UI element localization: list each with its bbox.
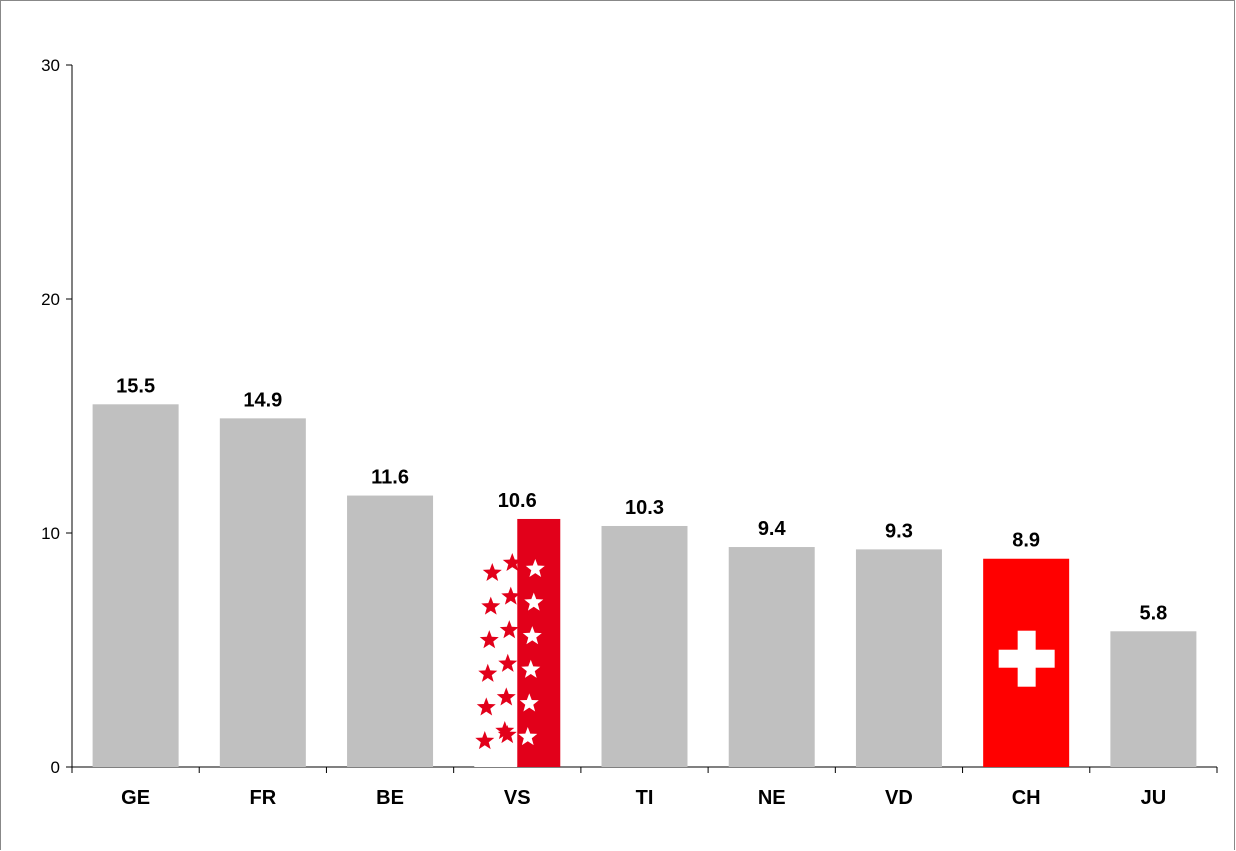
star-icon bbox=[478, 663, 498, 682]
data-label-ti: 10.3 bbox=[625, 497, 664, 519]
data-label-ne: 9.4 bbox=[758, 518, 787, 540]
data-labels: 15.5 14.9 11.6 10.6 10.3 9.4 9.3 8.9 5.8 bbox=[116, 375, 1167, 624]
bar-ne bbox=[728, 547, 815, 767]
bar-rect bbox=[601, 525, 688, 767]
category-label-ge: GE bbox=[121, 787, 150, 809]
star-icon bbox=[518, 727, 538, 746]
data-label-vd: 9.3 bbox=[885, 520, 913, 542]
bar-rect bbox=[855, 549, 942, 767]
category-label-be: BE bbox=[376, 787, 404, 809]
star-icon bbox=[522, 626, 542, 645]
bar-vd bbox=[855, 549, 942, 767]
star-icon bbox=[498, 653, 518, 672]
bar-rect bbox=[92, 404, 179, 767]
category-label-ch: CH bbox=[1012, 787, 1041, 809]
star-icon bbox=[476, 697, 496, 716]
data-label-ju: 5.8 bbox=[1139, 602, 1167, 624]
swiss-cross-icon bbox=[998, 630, 1055, 687]
star-icon bbox=[475, 731, 495, 750]
bar-ti bbox=[601, 525, 688, 767]
y-tick-label: 30 bbox=[41, 56, 60, 75]
star-icon bbox=[524, 592, 544, 611]
data-label-vs: 10.6 bbox=[498, 490, 537, 512]
star-icon bbox=[495, 721, 515, 740]
bar-vs bbox=[474, 518, 561, 767]
category-label-fr: FR bbox=[249, 787, 276, 809]
star-icon bbox=[481, 596, 501, 615]
valais-flag-red-half bbox=[517, 518, 561, 767]
category-label-vd: VD bbox=[885, 787, 913, 809]
star-icon bbox=[497, 725, 517, 744]
data-label-fr: 14.9 bbox=[243, 389, 282, 411]
star-icon bbox=[521, 659, 541, 678]
category-label-ti: TI bbox=[636, 787, 654, 809]
y-tick-label: 20 bbox=[41, 290, 60, 309]
y-axis: 0 10 20 30 bbox=[41, 56, 73, 777]
bars bbox=[92, 404, 1197, 767]
bar-be bbox=[347, 495, 434, 767]
bar-fr bbox=[219, 418, 306, 767]
bar-ge bbox=[92, 404, 179, 767]
bar-ju bbox=[1110, 631, 1197, 767]
swiss-cross-horizontal bbox=[998, 649, 1055, 668]
data-label-ch: 8.9 bbox=[1012, 530, 1040, 552]
bar-rect bbox=[728, 547, 815, 767]
star-icon bbox=[525, 558, 545, 578]
bar-ch bbox=[983, 558, 1070, 767]
star-icon bbox=[501, 586, 521, 605]
data-label-ge: 15.5 bbox=[116, 375, 155, 397]
category-label-ju: JU bbox=[1141, 787, 1167, 809]
category-label-ne: NE bbox=[758, 787, 786, 809]
y-tick-label: 0 bbox=[51, 758, 60, 777]
star-icon bbox=[499, 620, 519, 639]
star-icon bbox=[519, 693, 539, 712]
bar-rect bbox=[1110, 631, 1197, 767]
category-label-vs: VS bbox=[504, 787, 531, 809]
x-axis: GE FR BE VS TI NE VD CH JU bbox=[71, 766, 1218, 809]
bar-rect bbox=[219, 418, 306, 767]
star-icon bbox=[496, 687, 516, 706]
data-label-be: 11.6 bbox=[371, 467, 409, 489]
star-icon bbox=[502, 552, 522, 572]
star-icon bbox=[479, 630, 499, 649]
bar-rect bbox=[347, 495, 434, 767]
star-icon bbox=[482, 562, 502, 582]
y-tick-label: 10 bbox=[41, 524, 60, 543]
